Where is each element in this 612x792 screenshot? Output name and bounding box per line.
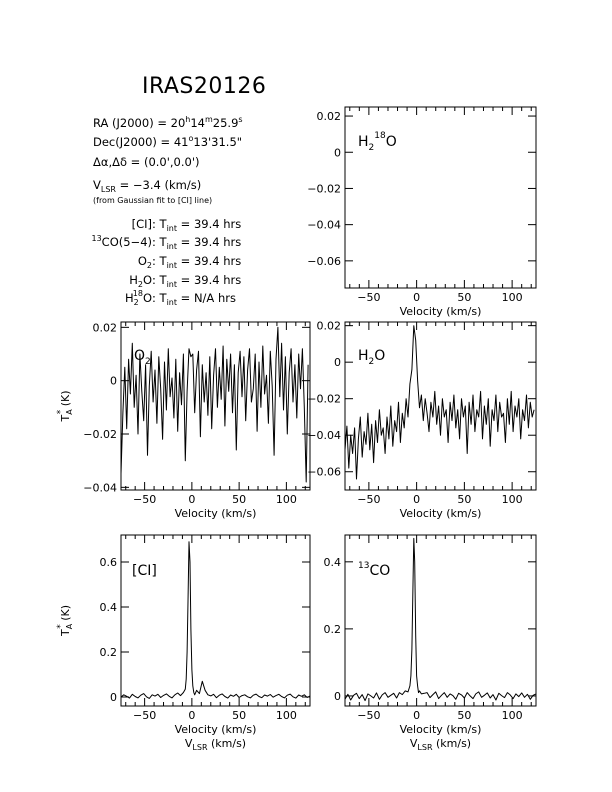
figure-title: IRAS20126 (142, 74, 266, 99)
xtick-label-13co-0: −50 (357, 709, 380, 722)
offset-line: Δα,Δδ = (0.0',0.0') (93, 155, 199, 169)
xaxis-title-h2o: Velocity (km/s) (400, 507, 482, 520)
plot-frame-13co (344, 534, 537, 707)
plot-frame-h2o (344, 321, 537, 491)
spectrum-ci-0 (120, 541, 311, 699)
xtick-label-h2o-2: 50 (457, 493, 471, 506)
integration-time-0: : Tint = 39.4 hrs (152, 217, 241, 233)
ytick-label-13co-0: 0.4 (324, 556, 342, 569)
xtick-label-o2-3: 100 (276, 493, 297, 506)
xtick-label-o2-0: −50 (133, 493, 156, 506)
xaxis-title-h218o: Velocity (km/s) (400, 305, 482, 318)
ytick-label-h2o-4: −0.06 (307, 466, 341, 479)
xtick-label-h218o-3: 100 (502, 291, 523, 304)
spectrum-h2o-0 (344, 325, 535, 480)
ytick-label-h2o-2: −0.02 (307, 393, 341, 406)
xtick-label-ci-0: −50 (133, 709, 156, 722)
ytick-label-h218o-2: −0.02 (307, 182, 341, 195)
xtick-label-ci-3: 100 (276, 709, 297, 722)
ytick-label-h218o-0: 0.02 (317, 110, 342, 123)
panel-o2: −50 0 50 100 0.02 0 −0.02 −0.04 Velocity (km/s) T… (56, 321, 311, 520)
xaxis-title-o2: Velocity (km/s) (175, 507, 257, 520)
xtick-label-13co-2: 50 (457, 709, 471, 722)
ytick-label-13co-1: 0.2 (324, 623, 342, 636)
ytick-label-h2o-1: 0 (334, 356, 341, 369)
integration-species-0: [CI] (132, 217, 152, 231)
integration-time-3: : Tint = 39.4 hrs (152, 273, 241, 289)
xtick-label-h2o-3: 100 (502, 493, 523, 506)
dec-line: Dec(J2000) = 41o13'31.5" (93, 134, 242, 149)
xtick-label-o2-2: 50 (232, 493, 246, 506)
xtick-label-13co-1: 0 (413, 709, 420, 722)
plot-frame-h218o (344, 106, 537, 289)
integration-time-1: : Tint = 39.4 hrs (152, 235, 241, 251)
integration-time-2: : Tint = 39.4 hrs (152, 254, 241, 270)
xtick-label-h218o-1: 0 (413, 291, 420, 304)
panel-h2o: −50 0 50 100 0.02 0 −0.02 −0.04 −0.06 Velocity (k… (307, 320, 537, 520)
ytick-label-h2o-0: 0.02 (317, 320, 342, 333)
plot-frame-o2 (120, 321, 311, 491)
panel-h218o: −50 0 50 100 0.02 0 −0.02 −0.04 −0.06 Velocity (k… (307, 106, 537, 318)
spectrum-o2-0 (120, 326, 309, 483)
integration-species-4: H218O (125, 289, 152, 307)
panel-label-ci: [CI] (132, 563, 157, 579)
xaxis-title-velocity-13co: Velocity (km/s) (400, 723, 482, 736)
xaxis-title-velocity-ci: Velocity (km/s) (175, 723, 257, 736)
ytick-label-ci-3: 0 (110, 691, 117, 704)
xaxis-title-vlsr-ci: VLSR (km/s) (185, 737, 246, 752)
xtick-label-h2o-0: −50 (357, 493, 380, 506)
panel-label-13co: 13CO (358, 561, 390, 579)
yaxis-title-o2: TA* (K) (56, 390, 74, 422)
integration-species-2: O2 (138, 254, 152, 270)
ytick-label-h218o-4: −0.06 (307, 255, 341, 268)
ytick-label-ci-0: 0.6 (100, 556, 118, 569)
yaxis-title-ci: TA* (K) (56, 605, 74, 637)
ytick-label-ci-1: 0.4 (100, 601, 118, 614)
xaxis-title-vlsr-13co: VLSR (km/s) (410, 737, 471, 752)
integration-time-4: : Tint = N/A hrs (152, 291, 236, 307)
xtick-label-o2-1: 0 (188, 493, 195, 506)
ytick-label-h218o-3: −0.04 (307, 219, 341, 232)
ytick-label-o2-3: −0.04 (83, 481, 117, 494)
plot-frame-ci (120, 534, 311, 707)
ytick-label-o2-1: 0 (110, 375, 117, 388)
ra-line: RA (J2000) = 20h14m25.9s (93, 115, 243, 130)
spectra-panels: −50 0 50 100 0.02 0 −0.02 −0.04 −0.06 Velocity (k… (56, 106, 537, 752)
xtick-label-ci-2: 50 (232, 709, 246, 722)
ytick-label-h218o-1: 0 (334, 146, 341, 159)
xtick-label-13co-3: 100 (502, 709, 523, 722)
panel-label-h218o: H218O (358, 131, 397, 153)
ytick-label-h2o-3: −0.04 (307, 429, 341, 442)
ytick-label-o2-2: −0.02 (83, 428, 117, 441)
integration-species-3: H2O (129, 273, 152, 289)
xtick-label-ci-1: 0 (188, 709, 195, 722)
xtick-label-h218o-2: 50 (457, 291, 471, 304)
panel-label-h2o: H2O (358, 348, 385, 367)
vlsr-line: VLSR = −3.4 (km/s) (93, 178, 201, 194)
panel-label-o2: O2 (134, 348, 151, 367)
ytick-label-o2-0: 0.02 (93, 321, 118, 334)
xtick-label-h218o-0: −50 (357, 291, 380, 304)
vlsr-note: (from Gaussian fit to [CI] line) (93, 196, 212, 205)
ytick-label-ci-2: 0.2 (100, 646, 118, 659)
integration-species-1: 13CO(5−4) (91, 234, 152, 249)
xtick-label-h2o-1: 0 (413, 493, 420, 506)
spectrum-13co-0 (344, 537, 537, 702)
ytick-label-13co-2: 0 (334, 690, 341, 703)
